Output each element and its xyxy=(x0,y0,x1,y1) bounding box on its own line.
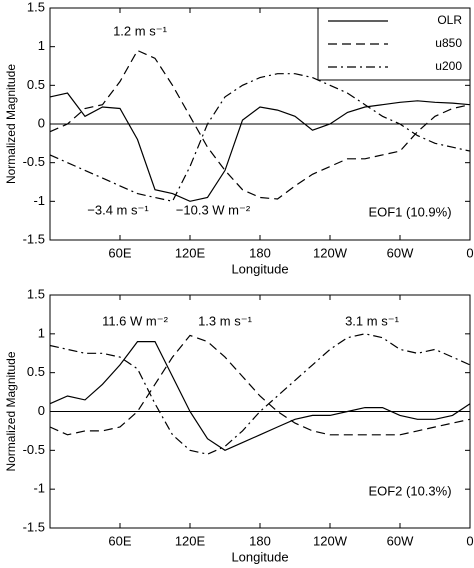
y-tick-label: 1 xyxy=(38,325,45,340)
x-tick-label: 120E xyxy=(175,533,206,548)
x-tick-label: 120W xyxy=(313,533,348,548)
x-tick-label: 60E xyxy=(108,245,131,260)
annotation: EOF2 (10.3%) xyxy=(368,483,451,498)
y-tick-label: -0.5 xyxy=(23,442,45,457)
annotation: 11.6 W m⁻² xyxy=(102,313,169,328)
x-tick-label: 60W xyxy=(387,245,414,260)
annotation: 1.2 m s⁻¹ xyxy=(113,23,167,38)
series-line xyxy=(49,341,471,451)
y-tick-label: 1.5 xyxy=(27,0,45,14)
series-line xyxy=(49,92,471,202)
y-tick-label: -1 xyxy=(33,481,45,496)
series-line xyxy=(49,49,471,200)
panel: -1.5 -1 -0.5 0 0.5 1 1.5 60E 120E 180 120W 60W 0 Long… xyxy=(4,286,473,564)
y-tick-label: -0.5 xyxy=(23,154,45,169)
series-line xyxy=(49,333,471,455)
x-tick-label: 180 xyxy=(249,533,271,548)
y-axis-label: Normalized Magnitude xyxy=(4,351,18,471)
legend-label: OLR xyxy=(437,13,462,27)
x-tick-label: 0 xyxy=(466,245,473,260)
plot-frame xyxy=(49,294,471,529)
x-tick-label: 60W xyxy=(387,533,414,548)
y-tick-label: 0.5 xyxy=(27,364,45,379)
x-tick-label: 60E xyxy=(108,533,131,548)
series-line xyxy=(49,334,471,436)
plot-frame xyxy=(49,7,471,241)
annotation: −10.3 W m⁻² xyxy=(176,202,251,217)
legend-label: u200 xyxy=(435,59,462,73)
x-tick-label: 180 xyxy=(249,245,271,260)
x-axis-label: Longitude xyxy=(231,261,288,276)
y-tick-label: 1 xyxy=(38,38,45,53)
series-line xyxy=(49,73,471,202)
y-tick-label: -1.5 xyxy=(23,231,45,246)
y-tick-label: -1.5 xyxy=(23,519,45,534)
y-tick-label: -1 xyxy=(33,193,45,208)
y-tick-label: 0 xyxy=(38,115,45,130)
y-tick-label: 0.5 xyxy=(27,77,45,92)
annotation: EOF1 (10.9%) xyxy=(368,204,451,219)
legend-label: u850 xyxy=(435,36,462,50)
y-axis-label: Normalized Magnitude xyxy=(4,64,18,184)
x-tick-label: 120W xyxy=(313,245,348,260)
x-axis-label: Longitude xyxy=(231,549,288,564)
panel: -1.5 -1 -0.5 0 0.5 1 1.5 60E 120E 180 120W 60W 0 Long… xyxy=(4,0,473,276)
x-tick-label: 120E xyxy=(175,245,206,260)
annotation: 3.1 m s⁻¹ xyxy=(345,313,399,328)
annotation: −3.4 m s⁻¹ xyxy=(87,202,149,217)
y-tick-label: 0 xyxy=(38,403,45,418)
x-tick-label: 0 xyxy=(466,533,473,548)
annotation: 1.3 m s⁻¹ xyxy=(198,313,252,328)
y-tick-label: 1.5 xyxy=(27,286,45,301)
